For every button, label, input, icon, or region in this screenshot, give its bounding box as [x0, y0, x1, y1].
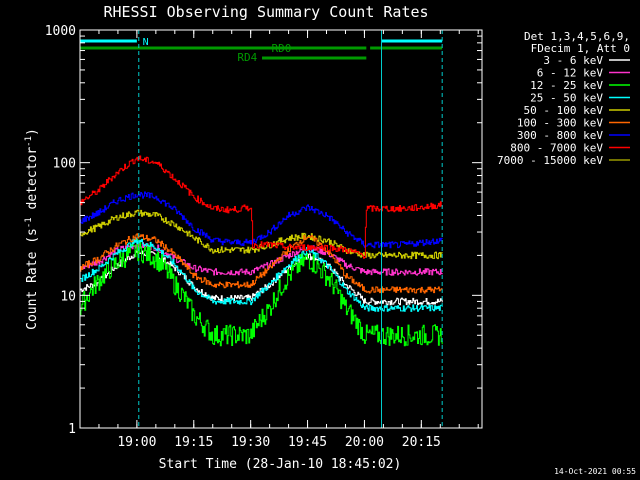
legend-header-0: Det 1,3,4,5,6,9, [524, 30, 630, 43]
y-tick-label-3: 1000 [45, 24, 76, 39]
x-axis-label: Start Time (28-Jan-10 18:45:02) [159, 457, 402, 472]
legend-label-2: 12 - 25 keV [530, 79, 603, 92]
legend-label-0: 3 - 6 keV [543, 54, 603, 67]
plot-frame [79, 29, 483, 429]
legend-label-1: 6 - 12 keV [537, 67, 604, 80]
rd4-label: RD4 [237, 51, 257, 64]
x-tick-label-2: 19:30 [231, 435, 270, 450]
y-tick-label-1: 10 [60, 289, 76, 304]
series-line-7 [80, 155, 443, 259]
legend-label-6: 300 - 800 keV [517, 129, 603, 142]
legend-label-8: 7000 - 15000 keV [497, 154, 603, 167]
x-tick-label-3: 19:45 [288, 435, 327, 450]
y-axis-label: Count Rate (s-1 detector-1) [24, 128, 40, 330]
x-tick-label-0: 19:00 [117, 435, 156, 450]
legend-label-3: 25 - 50 keV [530, 92, 603, 105]
x-axis-ticks: 19:00 19:15 19:30 19:45 20:00 20:15 [79, 30, 479, 450]
rd0-label: RD0 [272, 42, 292, 55]
annotation-layer: N RD0 RD4 [80, 30, 443, 428]
timestamp: 14-Oct-2021 00:55 [554, 467, 636, 476]
legend: Det 1,3,4,5,6,9,FDecim 1, Att 03 - 6 keV… [497, 30, 630, 167]
x-tick-label-5: 20:15 [402, 435, 441, 450]
legend-label-7: 800 - 7000 keV [510, 142, 603, 155]
series-line-4 [80, 209, 443, 260]
night-label: N [143, 37, 149, 48]
x-tick-label-4: 20:00 [345, 435, 384, 450]
y-tick-label-2: 100 [53, 157, 76, 172]
legend-header-1: FDecim 1, Att 0 [531, 42, 630, 55]
y-axis-ticks: 1 10 100 1000 [45, 24, 482, 437]
series-layer [80, 155, 443, 347]
y-tick-label-0: 1 [68, 422, 76, 437]
series-line-5 [80, 233, 443, 294]
x-tick-label-1: 19:15 [174, 435, 213, 450]
chart-title: RHESSI Observing Summary Count Rates [103, 3, 428, 21]
legend-label-5: 100 - 300 keV [517, 117, 603, 130]
legend-label-4: 50 - 100 keV [524, 104, 604, 117]
